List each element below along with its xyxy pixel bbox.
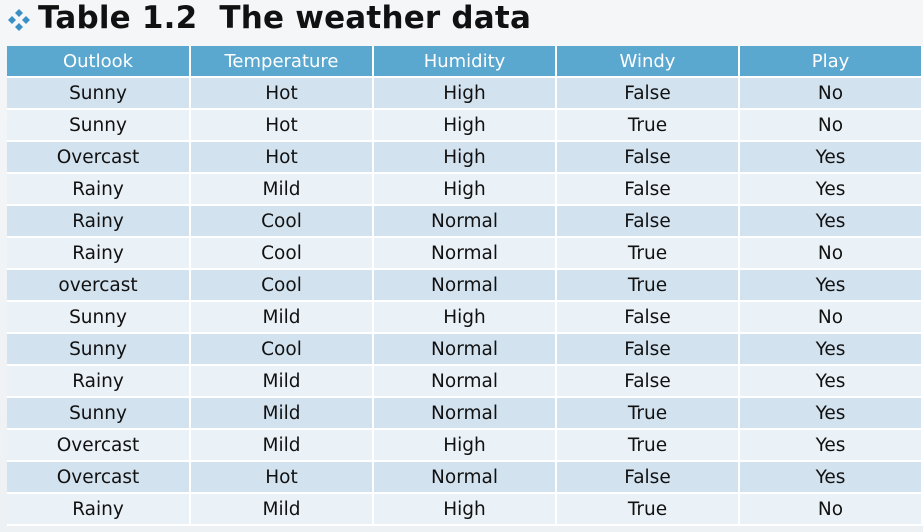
column-header-windy: Windy xyxy=(556,46,740,78)
column-header-outlook: Outlook xyxy=(7,46,191,78)
cell-temperature: Mild xyxy=(190,429,374,462)
cell-outlook: Rainy xyxy=(7,173,191,206)
cell-temperature: Hot xyxy=(190,77,374,110)
diamond-bullet-icon xyxy=(8,9,30,31)
cell-play: Yes xyxy=(739,397,923,430)
column-header-temperature: Temperature xyxy=(190,46,374,78)
cell-play: Yes xyxy=(739,173,923,206)
cell-play: Yes xyxy=(739,141,923,174)
cell-outlook: Rainy xyxy=(7,205,191,238)
table-row: Overcast Mild High True Yes xyxy=(7,429,923,462)
cell-play: No xyxy=(739,109,923,142)
cell-play: Yes xyxy=(739,333,923,366)
table-row: Rainy Mild High False Yes xyxy=(7,173,923,206)
cell-temperature: Hot xyxy=(190,141,374,174)
cell-outlook: Rainy xyxy=(7,237,191,270)
cell-windy: False xyxy=(556,461,740,494)
cell-humidity: Normal xyxy=(373,461,557,494)
cell-play: Yes xyxy=(739,205,923,238)
cell-outlook: Overcast xyxy=(7,429,191,462)
cell-humidity: Normal xyxy=(373,397,557,430)
weather-table: Outlook Temperature Humidity Windy Play … xyxy=(7,46,923,526)
cell-temperature: Hot xyxy=(190,109,374,142)
column-header-humidity: Humidity xyxy=(373,46,557,78)
cell-humidity: High xyxy=(373,301,557,334)
cell-humidity: Normal xyxy=(373,205,557,238)
cell-windy: False xyxy=(556,141,740,174)
cell-temperature: Cool xyxy=(190,269,374,302)
cell-outlook: overcast xyxy=(7,269,191,302)
cell-outlook: Rainy xyxy=(7,365,191,398)
cell-windy: False xyxy=(556,173,740,206)
cell-humidity: High xyxy=(373,173,557,206)
table-row: Sunny Cool Normal False Yes xyxy=(7,333,923,366)
cell-windy: False xyxy=(556,301,740,334)
cell-outlook: Sunny xyxy=(7,77,191,110)
cell-outlook: Overcast xyxy=(7,141,191,174)
table-row: Sunny Mild High False No xyxy=(7,301,923,334)
table-row: overcast Cool Normal True Yes xyxy=(7,269,923,302)
cell-windy: False xyxy=(556,205,740,238)
cell-temperature: Mild xyxy=(190,397,374,430)
cell-temperature: Cool xyxy=(190,237,374,270)
table-row: Overcast Hot Normal False Yes xyxy=(7,461,923,494)
cell-humidity: High xyxy=(373,493,557,526)
cell-play: No xyxy=(739,77,923,110)
cell-play: Yes xyxy=(739,429,923,462)
cell-humidity: High xyxy=(373,141,557,174)
cell-humidity: High xyxy=(373,109,557,142)
cell-temperature: Mild xyxy=(190,301,374,334)
cell-play: No xyxy=(739,237,923,270)
cell-humidity: Normal xyxy=(373,365,557,398)
cell-outlook: Sunny xyxy=(7,333,191,366)
cell-outlook: Sunny xyxy=(7,397,191,430)
table-row: Sunny Mild Normal True Yes xyxy=(7,397,923,430)
table-row: Rainy Mild Normal False Yes xyxy=(7,365,923,398)
cell-play: No xyxy=(739,301,923,334)
cell-temperature: Cool xyxy=(190,205,374,238)
table-row: Sunny Hot High True No xyxy=(7,109,923,142)
cell-temperature: Hot xyxy=(190,461,374,494)
cell-temperature: Mild xyxy=(190,365,374,398)
cell-temperature: Cool xyxy=(190,333,374,366)
cell-windy: False xyxy=(556,333,740,366)
cell-play: Yes xyxy=(739,461,923,494)
cell-outlook: Overcast xyxy=(7,461,191,494)
table-row: Rainy Mild High True No xyxy=(7,493,923,526)
cell-humidity: Normal xyxy=(373,333,557,366)
cell-humidity: High xyxy=(373,429,557,462)
cell-windy: False xyxy=(556,77,740,110)
table-row: Overcast Hot High False Yes xyxy=(7,141,923,174)
cell-humidity: High xyxy=(373,77,557,110)
cell-windy: True xyxy=(556,429,740,462)
cell-temperature: Mild xyxy=(190,493,374,526)
cell-play: Yes xyxy=(739,269,923,302)
cell-windy: True xyxy=(556,237,740,270)
page-title: Table 1.2 The weather data xyxy=(38,0,532,36)
cell-windy: True xyxy=(556,269,740,302)
table-row: Rainy Cool Normal True No xyxy=(7,237,923,270)
cell-play: Yes xyxy=(739,365,923,398)
cell-outlook: Sunny xyxy=(7,109,191,142)
table-row: Sunny Hot High False No xyxy=(7,77,923,110)
table-row: Rainy Cool Normal False Yes xyxy=(7,205,923,238)
cell-windy: False xyxy=(556,365,740,398)
cell-outlook: Rainy xyxy=(7,493,191,526)
title-bar: Table 1.2 The weather data xyxy=(0,0,923,44)
cell-outlook: Sunny xyxy=(7,301,191,334)
cell-windy: True xyxy=(556,109,740,142)
table-header-row: Outlook Temperature Humidity Windy Play xyxy=(7,46,923,78)
cell-humidity: Normal xyxy=(373,269,557,302)
cell-play: No xyxy=(739,493,923,526)
column-header-play: Play xyxy=(739,46,923,78)
cell-humidity: Normal xyxy=(373,237,557,270)
cell-windy: True xyxy=(556,493,740,526)
cell-windy: True xyxy=(556,397,740,430)
cell-temperature: Mild xyxy=(190,173,374,206)
